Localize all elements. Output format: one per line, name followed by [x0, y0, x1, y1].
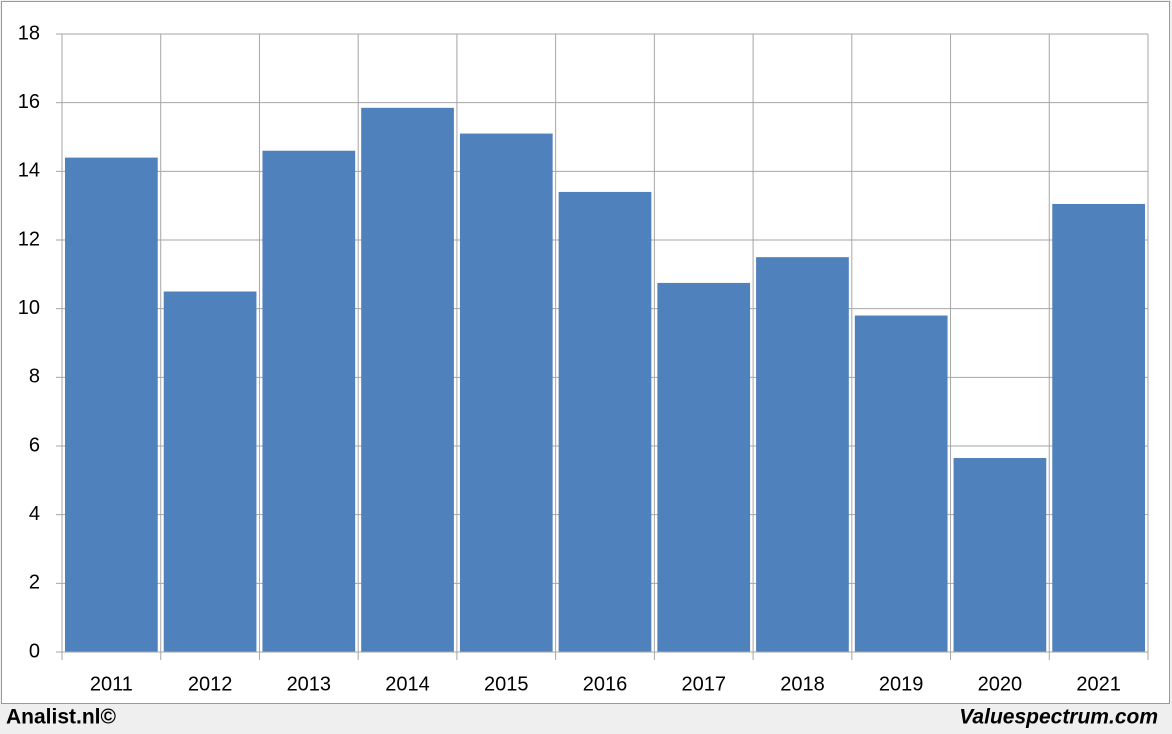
y-tick-label: 14 — [18, 160, 40, 182]
y-tick-label: 8 — [29, 366, 40, 388]
x-tick-label: 2017 — [681, 673, 726, 695]
bar — [459, 133, 553, 653]
bar — [756, 257, 849, 652]
y-tick-label: 10 — [18, 297, 40, 319]
x-tick-label: 2014 — [385, 673, 430, 695]
y-tick-label: 0 — [29, 640, 40, 662]
bar — [953, 458, 1047, 652]
y-tick-label: 16 — [18, 91, 40, 113]
y-tick-label: 2 — [29, 572, 40, 594]
y-tick-label: 6 — [29, 434, 40, 456]
y-tick-label: 12 — [18, 228, 40, 250]
bar — [854, 315, 948, 652]
x-tick-label: 2012 — [188, 673, 233, 695]
bar — [361, 107, 454, 653]
bar — [1052, 203, 1145, 652]
x-tick-label: 2016 — [583, 673, 628, 695]
credit-right: Valuespectrum.com — [959, 706, 1158, 729]
bar — [657, 282, 751, 652]
x-tick-label: 2015 — [484, 673, 529, 695]
y-tick-label: 18 — [18, 22, 40, 44]
bar — [262, 150, 356, 652]
x-tick-label: 2011 — [90, 673, 133, 695]
x-tick-label: 2021 — [1076, 673, 1121, 695]
x-tick-label: 2019 — [879, 673, 924, 695]
credit-left: Analist.nl© — [6, 706, 117, 729]
bar — [163, 291, 257, 652]
x-tick-label: 2020 — [978, 673, 1023, 695]
x-tick-label: 2018 — [780, 673, 825, 695]
bar — [65, 157, 158, 652]
y-tick-label: 4 — [29, 503, 40, 525]
bar — [558, 191, 652, 652]
x-tick-label: 2013 — [287, 673, 332, 695]
